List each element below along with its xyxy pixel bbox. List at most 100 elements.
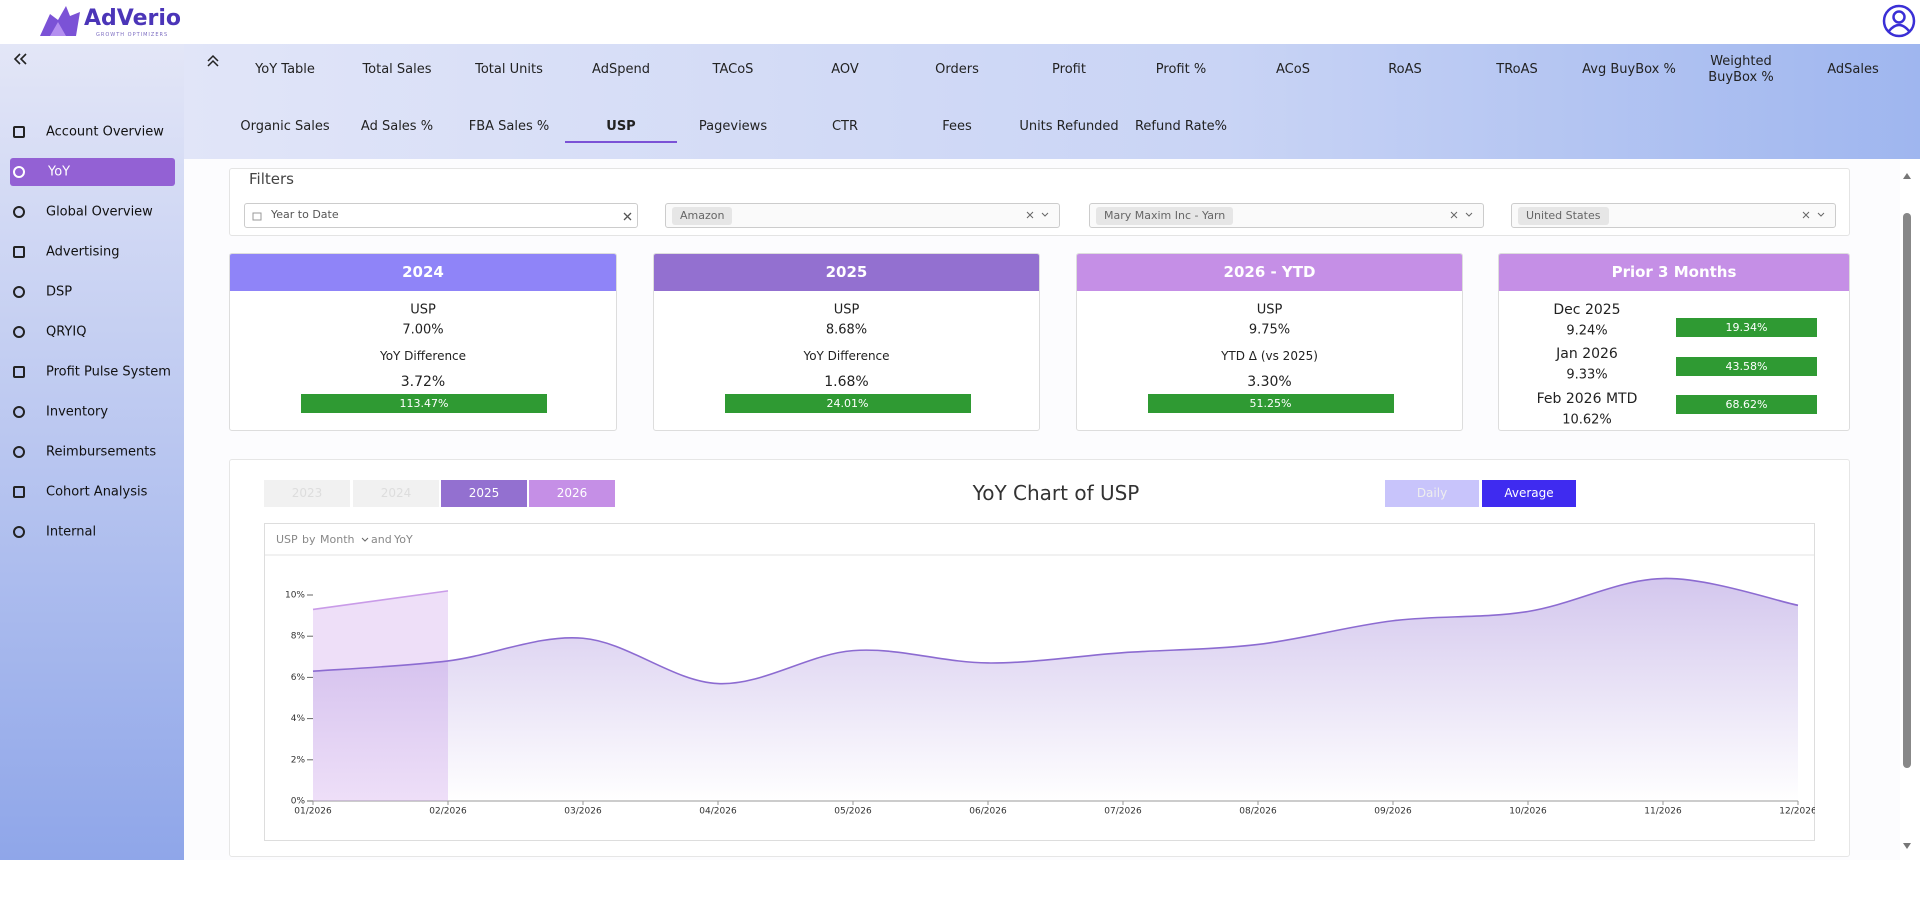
tab[interactable]: TACoS: [712, 62, 754, 77]
tab[interactable]: Profit %: [1155, 62, 1207, 77]
nav-item[interactable]: YoY: [48, 164, 71, 180]
profile-icon[interactable]: [1882, 4, 1916, 38]
collapse-tabs-icon[interactable]: [206, 54, 220, 68]
tab-underline: [565, 141, 677, 143]
nav-item[interactable]: Cohort Analysis: [46, 484, 148, 500]
diff-value: 1.68%: [824, 374, 869, 390]
diff-label: YoY Difference: [803, 349, 890, 363]
filters-title: Filters: [249, 170, 294, 188]
nav-item[interactable]: Advertising: [46, 244, 120, 260]
x-tick-label: 07/2026: [1104, 807, 1142, 817]
tab[interactable]: AdSales: [1827, 62, 1879, 77]
tab[interactable]: ACoS: [1276, 62, 1310, 77]
tab[interactable]: Refund Rate%: [1134, 119, 1228, 134]
dropdown-caret: [361, 537, 369, 542]
tab[interactable]: Profit: [1052, 62, 1086, 77]
card: 2026 - YTD USP 9.75% YTD Δ (vs 2025) 3.30% 51…: [1076, 253, 1463, 431]
nav-icon: [13, 406, 25, 418]
logo[interactable]: AdVerio: [84, 6, 182, 31]
year-button[interactable]: 2025: [441, 480, 527, 507]
tab[interactable]: USP: [606, 119, 636, 134]
x-tick-label: 02/2026: [429, 807, 467, 817]
tab[interactable]: Orders: [935, 62, 979, 77]
tagline: GROWTH OPTIMIZERS: [96, 32, 169, 38]
x-tick-label: 10/2026: [1509, 807, 1547, 817]
chart-box: [264, 523, 1815, 841]
tab[interactable]: TRoAS: [1496, 62, 1538, 77]
mode-button[interactable]: Daily: [1385, 480, 1479, 507]
control-metric: USP: [276, 533, 298, 546]
growth-bar: 113.47%: [301, 394, 547, 413]
year-button[interactable]: 2026: [529, 480, 615, 507]
tab[interactable]: AdSpend: [592, 62, 650, 77]
month-value: 10.62%: [1562, 412, 1612, 428]
nav-icon: [13, 166, 25, 178]
date-input[interactable]: Year to Date: [244, 203, 638, 228]
tab[interactable]: Weighted BuyBox %: [1708, 54, 1774, 85]
diff-value: 3.72%: [400, 374, 446, 390]
diff-label: YoY Difference: [379, 349, 467, 363]
mode-button[interactable]: Average: [1482, 480, 1576, 507]
scrollbar[interactable]: [1900, 165, 1914, 855]
nav-item[interactable]: Global Overview: [46, 204, 153, 220]
tab[interactable]: Pageviews: [698, 119, 768, 134]
metric-value: 7.00%: [402, 322, 444, 338]
control-by: by: [302, 533, 316, 546]
tab[interactable]: FBA Sales %: [468, 119, 550, 134]
y-tick-label: 8%: [291, 632, 306, 642]
card: Prior 3 Months Dec 2025 9.24% 19.34% Jan 202…: [1498, 253, 1850, 431]
tab[interactable]: Fees: [942, 119, 972, 134]
card-title: 2025: [654, 254, 1039, 291]
card-title: Prior 3 Months: [1499, 254, 1849, 291]
nav-icon: [13, 246, 25, 258]
y-tick-label: 6%: [291, 673, 306, 683]
select-controls: [1025, 208, 1051, 225]
select-chip: Amazon: [672, 207, 733, 225]
logo-icon: [40, 6, 80, 36]
tab[interactable]: Organic Sales: [240, 119, 330, 134]
nav-icon: [13, 126, 25, 138]
tab[interactable]: Units Refunded: [1019, 119, 1119, 134]
nav-item[interactable]: Profit Pulse System: [46, 364, 171, 380]
x-tick-label: 11/2026: [1644, 807, 1682, 817]
x-tick-label: 03/2026: [564, 807, 602, 817]
tab[interactable]: Total Units: [475, 62, 543, 77]
growth-bar: 51.25%: [1147, 394, 1394, 413]
year-button[interactable]: 2024: [353, 480, 439, 507]
x-tick-label: 05/2026: [834, 807, 872, 817]
y-tick-label: 2%: [291, 755, 306, 765]
select[interactable]: Amazon: [665, 203, 1060, 228]
select-controls: [1449, 208, 1475, 225]
line: [312, 590, 449, 611]
tab[interactable]: Avg BuyBox %: [1582, 62, 1676, 77]
tab[interactable]: YoY Table: [255, 62, 315, 77]
year-button[interactable]: 2023: [264, 480, 350, 507]
tab[interactable]: Ad Sales %: [360, 119, 434, 134]
nav-item[interactable]: QRYIQ: [46, 324, 87, 340]
nav-item[interactable]: Internal: [46, 524, 97, 540]
nav-item[interactable]: Reimbursements: [46, 444, 157, 460]
month-label: Dec 2025: [1553, 302, 1621, 318]
x-tick-label: 09/2026: [1374, 807, 1412, 817]
header: AdVerio GROWTH OPTIMIZERS: [0, 0, 1920, 44]
collapse-icon[interactable]: [12, 52, 28, 66]
nav-item[interactable]: Inventory: [46, 404, 109, 420]
nav-icon: [13, 286, 25, 298]
tab[interactable]: CTR: [831, 119, 859, 134]
month-label: Feb 2026 MTD: [1536, 391, 1638, 407]
nav-item[interactable]: Account Overview: [46, 124, 164, 140]
card-title: 2026 - YTD: [1077, 254, 1462, 291]
tab[interactable]: AOV: [831, 62, 859, 77]
select[interactable]: United States: [1511, 203, 1836, 228]
tab[interactable]: Total Sales: [362, 62, 432, 77]
tab[interactable]: RoAS: [1388, 62, 1422, 77]
month-value: 9.33%: [1566, 367, 1608, 383]
nav-icon: [13, 206, 25, 218]
growth-bar: 43.58%: [1676, 357, 1817, 376]
select[interactable]: Mary Maxim Inc - Yarn: [1089, 203, 1484, 228]
control-and: and: [371, 533, 392, 546]
nav-icon: [13, 526, 25, 538]
metric-label: USP: [833, 302, 860, 318]
nav-item[interactable]: DSP: [46, 284, 73, 300]
